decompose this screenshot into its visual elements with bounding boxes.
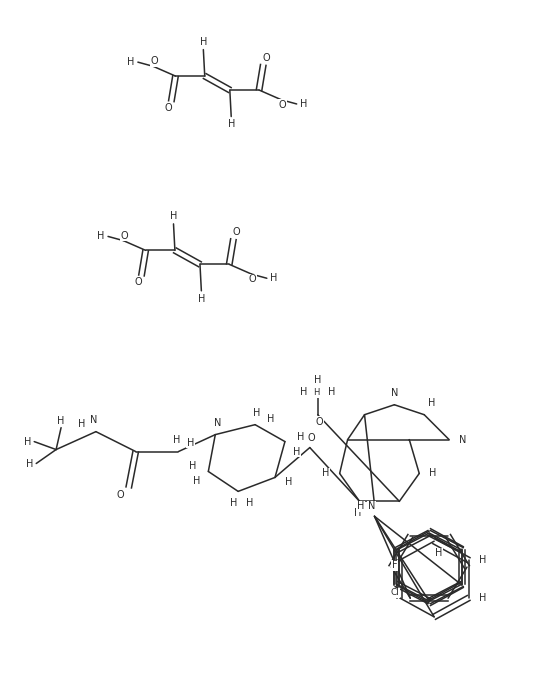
Text: O: O: [279, 100, 286, 110]
Text: N: N: [90, 415, 97, 425]
Text: H: H: [313, 389, 320, 398]
Text: H: H: [357, 501, 364, 512]
Text: H: H: [26, 458, 33, 469]
Text: H: H: [429, 398, 436, 408]
Text: H: H: [285, 477, 293, 488]
Text: O: O: [233, 227, 240, 237]
Text: H: H: [187, 438, 194, 447]
Text: O: O: [135, 277, 143, 288]
Text: H: H: [435, 548, 443, 558]
Text: O: O: [164, 103, 172, 113]
Text: O: O: [150, 56, 158, 66]
Text: H: H: [230, 499, 237, 508]
Text: O: O: [121, 231, 128, 240]
Text: O: O: [316, 417, 324, 427]
Text: H: H: [197, 294, 205, 304]
Text: Cl: Cl: [390, 589, 399, 598]
Text: O: O: [308, 432, 316, 443]
Text: H: H: [127, 57, 134, 67]
Text: H: H: [297, 432, 305, 442]
Text: N: N: [391, 388, 398, 398]
Text: H: H: [479, 593, 486, 603]
Text: H: H: [78, 419, 85, 429]
Text: H: H: [429, 469, 437, 479]
Text: H: H: [189, 462, 196, 471]
Text: N: N: [368, 501, 375, 512]
Text: H: H: [479, 555, 486, 565]
Text: H: H: [328, 387, 336, 397]
Text: H: H: [97, 232, 105, 241]
Text: O: O: [249, 274, 256, 284]
Text: H: H: [58, 416, 65, 426]
Text: H: H: [314, 375, 322, 385]
Text: O: O: [117, 490, 125, 501]
Text: H: H: [23, 436, 31, 447]
Text: H: H: [254, 408, 261, 418]
Text: H: H: [300, 99, 307, 109]
Text: O: O: [262, 53, 270, 63]
Text: H: H: [227, 120, 235, 130]
Text: N: N: [214, 418, 221, 428]
Text: H: H: [322, 469, 330, 479]
Text: H: H: [246, 499, 254, 508]
Text: H: H: [300, 387, 307, 397]
Text: H: H: [293, 447, 300, 456]
Text: F: F: [392, 560, 398, 570]
Text: H: H: [170, 211, 177, 221]
Text: H: H: [200, 37, 207, 46]
Text: N: N: [459, 434, 467, 445]
Text: H: H: [173, 434, 180, 445]
Text: H: H: [267, 414, 275, 423]
Text: H: H: [193, 477, 200, 486]
Text: H: H: [270, 273, 277, 283]
Text: H: H: [354, 508, 361, 518]
